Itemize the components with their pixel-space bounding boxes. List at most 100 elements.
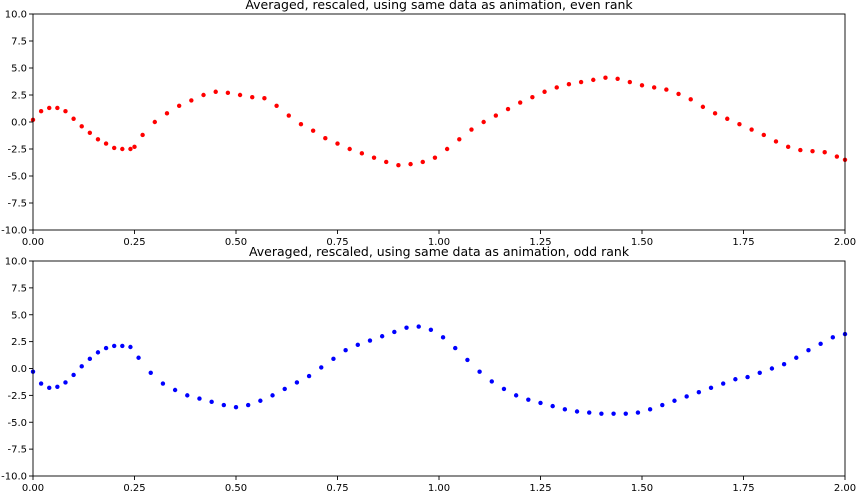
even-rank-point [95,137,101,142]
even-rank-point [225,90,231,96]
odd-rank-x-tick-label: 2.00 [834,483,856,494]
even-rank-point [112,145,117,151]
even-rank-point [347,146,352,152]
odd-rank-point [501,386,507,392]
odd-rank-point [416,324,421,329]
even-rank-x-axis: 0.00 0.25 0.50 0.75 1.00 1.25 1.50 1.75 2.00 [22,230,856,248]
odd-rank-point [63,380,68,385]
even-rank-point [371,155,377,160]
even-rank-point [530,94,535,100]
even-rank-point [103,141,109,146]
odd-rank-y-tick-label: 0.0 [11,364,27,375]
odd-rank-point [245,402,251,408]
even-rank-y-tick-label: 0.0 [11,118,27,129]
even-rank-point [664,87,669,92]
even-rank-x-tick-label: 1.25 [529,237,551,248]
even-rank-point [286,113,291,118]
odd-rank-point [721,381,726,386]
odd-rank-point [233,405,239,410]
odd-rank-y-tick-label: 7.5 [11,283,27,294]
even-rank-point [639,83,645,88]
even-rank-point [335,141,340,146]
even-rank-point [566,82,572,87]
odd-rank-point [172,387,178,393]
odd-rank-point [794,355,799,360]
even-rank-point [63,109,68,114]
even-rank-point [651,85,657,90]
odd-rank-point [209,399,214,405]
even-rank-y-tick-label: 10.0 [5,10,27,21]
even-rank-point [676,91,681,97]
odd-rank-point [306,373,312,379]
even-rank-x-tick-label: 0.00 [22,237,44,248]
odd-rank-y-tick-label: -7.5 [7,445,27,456]
odd-rank-point [489,379,494,384]
odd-rank-markers [30,324,848,416]
odd-rank-point [270,393,275,398]
even-rank-point [408,161,413,167]
odd-rank-point [392,329,397,335]
even-rank-point [810,148,815,154]
even-rank-point [700,104,706,110]
even-rank-x-tick-label: 0.50 [225,237,247,248]
odd-rank-x-tick-label: 0.50 [225,483,247,494]
odd-rank-point [71,372,76,378]
odd-rank-y-axis: -10.0 -7.5 -5.0 -2.5 0.0 2.5 5.0 7.5 10.0 [1,257,33,483]
odd-rank-y-tick-label: 10.0 [5,257,27,268]
even-rank-point [603,75,608,80]
even-rank-point [432,155,438,160]
odd-rank-point [684,394,689,399]
even-rank-point [615,76,620,82]
even-rank-point [359,151,365,156]
odd-rank-x-tick-label: 1.50 [631,483,653,494]
odd-rank-point [453,345,458,351]
even-rank-point [761,132,766,138]
even-rank-point [444,146,450,152]
odd-rank-x-axis: 0.00 0.25 0.50 0.75 1.00 1.25 1.50 1.75 2.00 [22,476,856,494]
even-rank-point [274,103,279,109]
even-rank-x-tick-label: 0.25 [123,237,145,248]
even-rank-point [140,132,145,138]
even-rank-point [591,77,596,83]
odd-rank-point [769,366,775,371]
odd-rank-x-tick-label: 1.75 [732,483,754,494]
even-rank-point [79,124,84,129]
odd-rank-point [599,411,604,416]
even-rank-point [237,92,243,98]
odd-rank-point [696,389,702,395]
odd-rank-x-tick-label: 0.75 [326,483,348,494]
odd-rank-point [47,385,52,391]
odd-rank-y-tick-label: -2.5 [7,391,27,402]
odd-rank-point [587,410,592,415]
odd-rank-point [379,334,385,339]
even-rank-y-tick-label: -5.0 [7,172,27,183]
even-rank-point [298,121,304,127]
odd-rank-point [830,335,836,340]
odd-rank-plot-frame [32,260,846,477]
chart-title-even-rank: Averaged, rescaled, using same data as a… [245,0,633,12]
even-rank-point [712,111,718,116]
chart-odd-rank: Averaged, rescaled, using same data as a… [1,244,856,494]
odd-rank-point [562,407,568,412]
even-rank-y-tick-label: -7.5 [7,199,27,210]
odd-rank-point [757,370,762,375]
even-rank-point [176,103,182,109]
odd-rank-point [319,365,324,370]
odd-rank-point [513,393,519,398]
odd-rank-point [672,398,677,403]
odd-rank-point [611,411,616,416]
even-rank-point [822,150,827,155]
even-rank-x-tick-label: 1.75 [732,237,754,248]
even-rank-point [250,94,255,100]
odd-rank-point [647,407,653,412]
odd-rank-point [221,402,227,408]
odd-rank-point [120,343,125,349]
odd-rank-point [355,342,360,348]
even-rank-y-tick-label: -2.5 [7,145,27,156]
even-rank-point [47,105,52,111]
odd-rank-point [282,386,287,392]
even-rank-point [749,127,754,132]
even-rank-x-tick-label: 1.00 [428,237,450,248]
even-rank-point [87,130,93,135]
